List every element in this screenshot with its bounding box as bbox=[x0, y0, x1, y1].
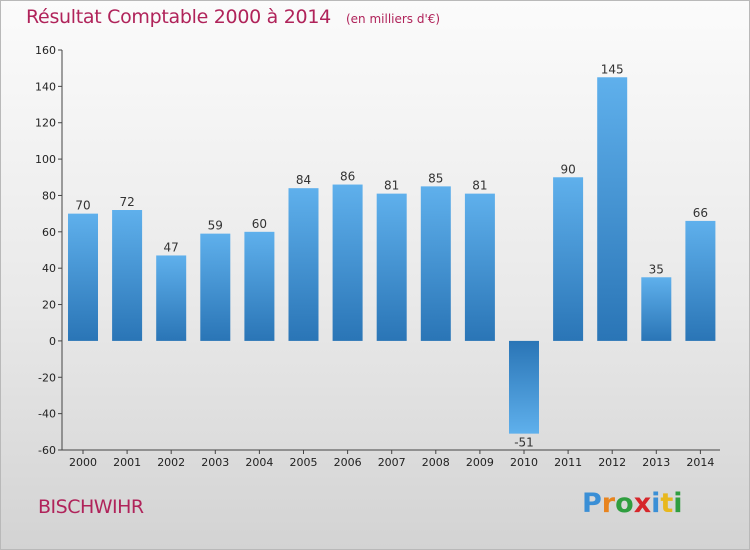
logo-letter: o bbox=[615, 488, 634, 519]
logo-letter: i bbox=[651, 488, 661, 519]
bar-2002 bbox=[156, 255, 187, 341]
logo-letter: r bbox=[601, 488, 616, 519]
data-label-2012: 145 bbox=[601, 62, 624, 76]
x-tick-label: 2012 bbox=[598, 456, 626, 469]
axes: -60 -40 -20 0 20 40 60 80 100 120 140 160 2000 2001 20… bbox=[35, 44, 720, 469]
y-tick-label: -40 bbox=[38, 408, 56, 421]
x-tick-label: 2013 bbox=[642, 456, 670, 469]
x-tick-label: 2003 bbox=[201, 456, 229, 469]
data-label-2001: 72 bbox=[119, 195, 134, 209]
chart-title: Résultat Comptable 2000 à 2014 bbox=[26, 6, 331, 28]
bar-2014 bbox=[685, 220, 716, 341]
x-tick-label: 2005 bbox=[290, 456, 318, 469]
bar-2008 bbox=[420, 186, 451, 341]
data-label-2004: 60 bbox=[252, 217, 267, 231]
logo-letter: i bbox=[673, 488, 683, 519]
proxiti-logo: Proxiti bbox=[582, 488, 683, 519]
logo-letter: x bbox=[633, 488, 652, 519]
data-label-2008: 85 bbox=[428, 171, 443, 185]
bar-2009 bbox=[464, 193, 495, 341]
y-tick-label: 120 bbox=[35, 117, 56, 130]
bar-2003 bbox=[200, 233, 231, 341]
y-tick-label: 80 bbox=[42, 189, 56, 202]
bar-2004 bbox=[244, 231, 275, 341]
y-tick-label: 60 bbox=[42, 226, 56, 239]
bar-2010 bbox=[509, 340, 539, 434]
x-tick-label: 2014 bbox=[686, 456, 714, 469]
title-block: Résultat Comptable 2000 à 2014 (en milli… bbox=[26, 6, 440, 28]
bar-2000 bbox=[68, 213, 98, 341]
bar-2006 bbox=[332, 184, 363, 341]
x-tick-label: 2001 bbox=[113, 456, 141, 469]
chart-subtitle: (en milliers d'€) bbox=[345, 12, 441, 26]
bar-2012 bbox=[597, 77, 628, 341]
x-tick-label: 2008 bbox=[422, 456, 450, 469]
data-label-2007: 81 bbox=[384, 179, 399, 193]
x-tick-label: 2000 bbox=[69, 456, 97, 469]
y-tick-label: 20 bbox=[42, 299, 56, 312]
bar-2005 bbox=[288, 188, 319, 341]
x-tick-label: 2004 bbox=[245, 456, 273, 469]
bar-2013 bbox=[641, 277, 672, 341]
y-tick-label: 160 bbox=[35, 44, 56, 57]
bar-2007 bbox=[376, 193, 407, 341]
data-label-2011: 90 bbox=[560, 162, 575, 176]
y-tick-label: -60 bbox=[38, 444, 56, 457]
data-label-2013: 35 bbox=[649, 262, 664, 276]
y-tick-label: -20 bbox=[38, 371, 56, 384]
y-tick-label: 0 bbox=[49, 335, 56, 348]
logo-letter: P bbox=[582, 488, 602, 519]
x-tick-label: 2011 bbox=[554, 456, 582, 469]
data-label-2009: 81 bbox=[472, 179, 487, 193]
x-tick-label: 2002 bbox=[157, 456, 185, 469]
y-tick-label: 140 bbox=[35, 80, 56, 93]
data-label-2014: 66 bbox=[693, 206, 708, 220]
y-tick-label: 40 bbox=[42, 262, 56, 275]
data-label-2006: 86 bbox=[340, 170, 355, 184]
data-label-2002: 47 bbox=[164, 240, 179, 254]
x-tick-label: 2006 bbox=[334, 456, 362, 469]
y-tick-label: 100 bbox=[35, 153, 56, 166]
x-tick-label: 2009 bbox=[466, 456, 494, 469]
data-label-2005: 84 bbox=[296, 173, 311, 187]
data-label-2010: -51 bbox=[514, 436, 534, 450]
x-tick-label: 2010 bbox=[510, 456, 538, 469]
data-label-2000: 70 bbox=[75, 199, 90, 213]
x-tick-label: 2007 bbox=[378, 456, 406, 469]
bar-2011 bbox=[553, 177, 584, 341]
logo-letter: t bbox=[660, 488, 674, 519]
bars bbox=[68, 77, 716, 434]
bar-2001 bbox=[112, 210, 143, 341]
data-label-2003: 59 bbox=[208, 219, 223, 233]
data-labels: 70 72 47 59 60 84 86 81 85 81 -51 90 145 35 66 bbox=[75, 62, 708, 449]
commune-name: BISCHWIHR bbox=[38, 496, 144, 518]
